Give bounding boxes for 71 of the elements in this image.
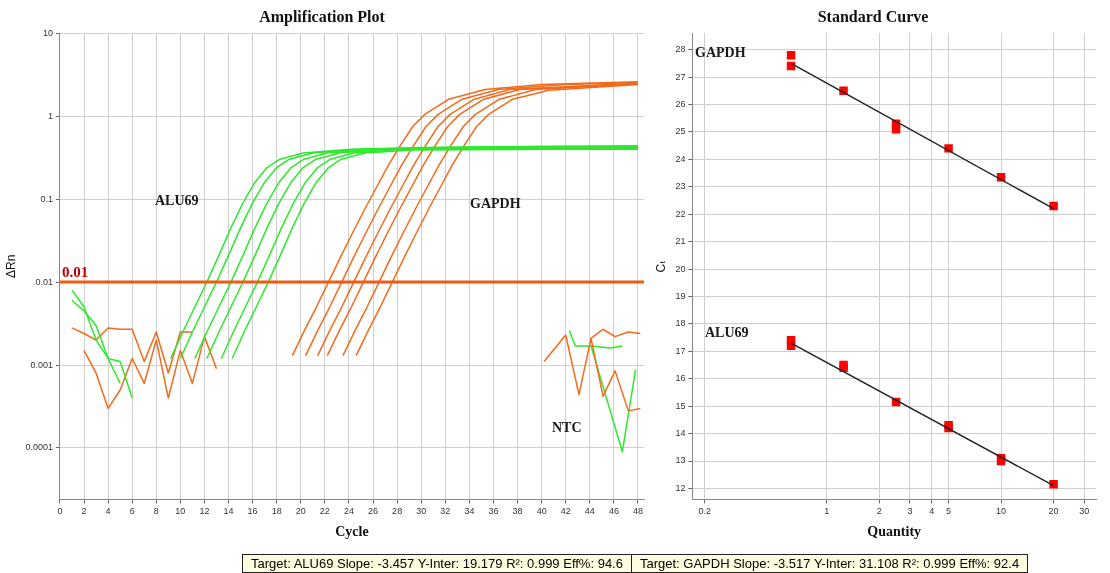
- x-tick-label: 44: [584, 506, 595, 517]
- x-tick-label: 20: [295, 506, 306, 517]
- x-tick-label: 18: [271, 506, 282, 517]
- y-tick-label: 10: [42, 27, 53, 38]
- x-tick-label: 38: [512, 506, 523, 517]
- x-tick-label: 46: [608, 506, 619, 517]
- y-tick-label: 22: [675, 208, 686, 219]
- x-tick-label: 6: [129, 506, 135, 517]
- annotation: GAPDH: [470, 196, 521, 212]
- text: Target: ALU69 Slope: -3.457 Y-Inter: 19.179 R²: 0.999 Eff%: 94.6: [250, 555, 624, 572]
- x-tick-label: 3: [907, 506, 913, 517]
- y-tick-label: 21: [675, 236, 686, 247]
- x-tick-label: 8: [153, 506, 159, 517]
- x-tick-label: 22: [319, 506, 330, 517]
- x-tick-label: 4: [105, 506, 111, 517]
- x-axis-title: Cycle: [335, 524, 369, 540]
- x-tick-label: 12: [199, 506, 210, 517]
- text: Target: GAPDH Slope: -3.517 Y-Inter: 31.108 R²: 0.999 Eff%: 92.4: [630, 555, 1028, 572]
- y-tick-label: 24: [675, 153, 686, 164]
- ref-line-label: 0.01: [61, 264, 89, 281]
- x-tick-label: 0: [57, 506, 63, 517]
- annotation: ALU69: [705, 325, 749, 341]
- x-axis-title: Quantity: [867, 524, 922, 540]
- x-tick-label: 4: [929, 506, 935, 517]
- x-tick-label: 10: [175, 506, 186, 517]
- y-axis-title: ΔRn: [3, 254, 18, 278]
- annotation: GAPDH: [695, 45, 746, 61]
- y-tick-label: 0.01: [35, 276, 53, 287]
- y-tick-label: 14: [675, 428, 686, 439]
- x-tick-label: 24: [343, 506, 354, 517]
- x-tick-label: 0.2: [698, 506, 711, 517]
- annotation: ALU69: [155, 193, 199, 209]
- x-tick-label: 28: [392, 506, 403, 517]
- annotation: NTC: [552, 420, 582, 436]
- y-tick-label: 18: [675, 318, 686, 329]
- y-tick-label: 27: [675, 71, 686, 82]
- x-tick-label: 26: [368, 506, 379, 517]
- x-tick-label: 48: [632, 506, 643, 517]
- y-tick-label: 28: [675, 44, 686, 55]
- x-tick-label: 40: [536, 506, 547, 517]
- y-tick-label: 12: [675, 482, 686, 493]
- y-tick-label: 23: [675, 181, 686, 192]
- y-tick-label: 16: [675, 373, 686, 384]
- x-tick-label: 14: [223, 506, 234, 517]
- x-tick-label: 30: [1079, 506, 1090, 517]
- y-tick-label: 17: [675, 345, 686, 356]
- x-tick-label: 42: [560, 506, 571, 517]
- x-tick-label: 10: [996, 506, 1007, 517]
- x-tick-label: 36: [488, 506, 499, 517]
- y-tick-label: 15: [675, 400, 686, 411]
- x-tick-label: 30: [416, 506, 427, 517]
- x-tick-label: 2: [876, 506, 882, 517]
- y-tick-label: 26: [675, 98, 686, 109]
- x-tick-label: 2: [81, 506, 87, 517]
- x-tick-label: 20: [1048, 506, 1059, 517]
- y-tick-label: 1: [47, 110, 53, 121]
- y-tick-label: 20: [675, 263, 686, 274]
- chart-title: Amplification Plot: [259, 7, 386, 26]
- y-axis-title: Cₜ: [653, 260, 668, 273]
- x-tick-label: 32: [440, 506, 451, 517]
- y-tick-label: 0.0001: [25, 442, 53, 453]
- y-tick-label: 25: [675, 126, 686, 137]
- x-tick-label: 16: [247, 506, 258, 517]
- x-tick-label: 5: [946, 506, 952, 517]
- y-tick-label: 13: [675, 455, 686, 466]
- y-tick-label: 19: [675, 290, 686, 301]
- x-tick-label: 34: [464, 506, 475, 517]
- x-tick-label: 1: [824, 506, 830, 517]
- y-tick-label: 0.001: [30, 359, 53, 370]
- y-tick-label: 0.1: [40, 193, 53, 204]
- chart-title: Standard Curve: [817, 7, 929, 25]
